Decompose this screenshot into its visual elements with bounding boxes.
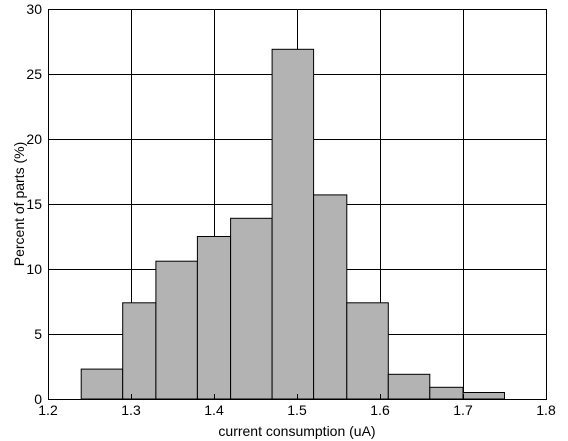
histogram-bar (230, 217, 273, 400)
x-tick-label: 1.3 (121, 402, 141, 418)
histogram-bar (313, 194, 348, 400)
y-tick-label: 5 (34, 326, 42, 342)
x-tick-label: 1.7 (453, 402, 473, 418)
y-tick-label: 10 (26, 261, 42, 277)
x-tick-labels: 1.2 1.3 1.4 1.5 1.6 1.7 1.8 (38, 402, 556, 418)
y-tick-label: 20 (26, 131, 42, 147)
histogram-bar (462, 392, 505, 400)
x-axis-label: current consumption (uA) (218, 423, 375, 439)
y-tick-label: 25 (26, 66, 42, 82)
y-tick-label: 15 (26, 196, 42, 212)
y-tick-labels: 0 5 10 15 20 25 30 (26, 1, 42, 407)
y-axis-label: Percent of parts (%) (11, 142, 27, 267)
histogram-bar (155, 260, 198, 400)
histogram-bar (346, 302, 389, 400)
x-tick-label: 1.8 (536, 402, 556, 418)
histogram-bar (429, 386, 464, 400)
histogram-bar (122, 302, 157, 400)
x-tick-label: 1.4 (204, 402, 224, 418)
x-tick-label: 1.5 (287, 402, 307, 418)
histogram-bar (196, 236, 232, 400)
histogram-bar (387, 373, 431, 400)
histogram-bar (80, 368, 124, 400)
axis-ticks (48, 9, 547, 400)
x-tick-label: 1.6 (370, 402, 390, 418)
y-tick-label: 0 (34, 391, 42, 407)
histogram-bar (271, 48, 315, 400)
bars (80, 48, 505, 400)
x-tick-label: 1.2 (38, 402, 58, 418)
y-tick-label: 30 (26, 1, 42, 17)
